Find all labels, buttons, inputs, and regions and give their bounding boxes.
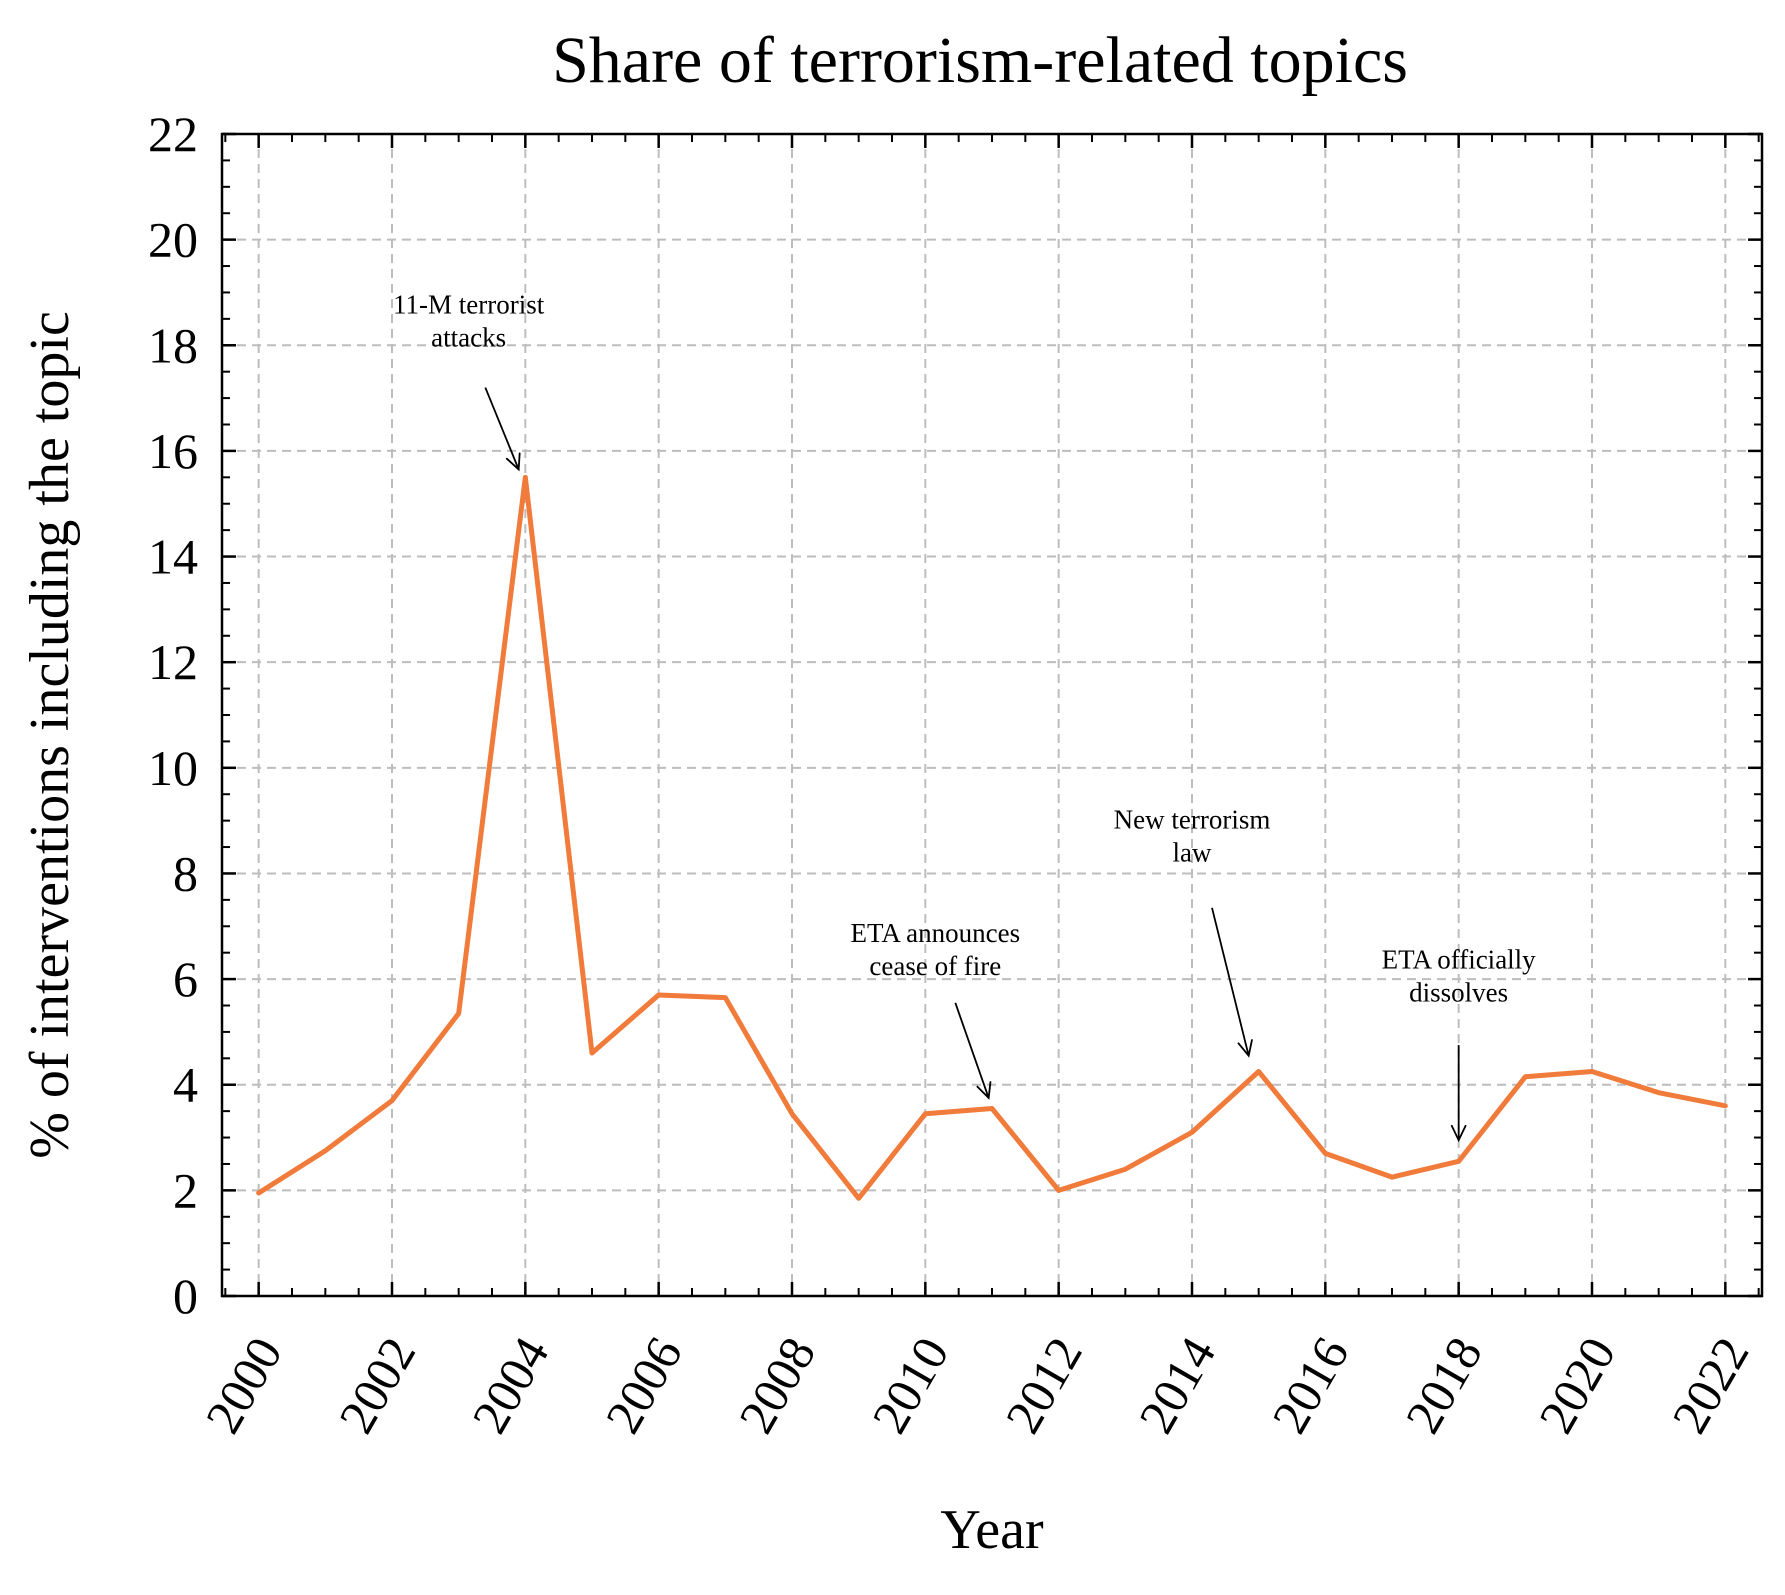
x-tick-label: 2008 bbox=[728, 1328, 826, 1443]
x-tick-label: 2002 bbox=[328, 1328, 426, 1443]
y-tick-label: 6 bbox=[173, 951, 198, 1007]
grid bbox=[222, 134, 1762, 1296]
x-tick-label: 2022 bbox=[1661, 1328, 1759, 1443]
series-layer bbox=[256, 474, 1728, 1201]
x-tick-label: 2012 bbox=[994, 1328, 1092, 1443]
x-tick-label: 2004 bbox=[461, 1328, 559, 1443]
y-tick-label: 16 bbox=[148, 423, 198, 479]
y-axis-label: % of interventions including the topic bbox=[19, 311, 81, 1159]
y-tick-labels: 0 2 4 6 8 10 12 14 16 18 20 22 bbox=[148, 106, 198, 1324]
x-tick-labels: 2000 2002 2004 2006 2008 2010 2012 2014 2016 2018… bbox=[194, 1328, 1759, 1443]
x-tick-label: 2020 bbox=[1528, 1328, 1626, 1443]
x-tick-label: 2018 bbox=[1394, 1328, 1492, 1443]
y-tick-label: 20 bbox=[148, 212, 198, 268]
annotation-line: ETA officially bbox=[1382, 945, 1537, 975]
series-line bbox=[256, 474, 1728, 1201]
y-tick-label: 12 bbox=[148, 634, 198, 690]
x-tick-label: 2006 bbox=[594, 1328, 692, 1443]
annotation-line: 11-M terrorist bbox=[393, 290, 545, 320]
annotation-line: dissolves bbox=[1409, 978, 1508, 1008]
annotation-arrowhead bbox=[1237, 1039, 1253, 1058]
annotation-arrowhead bbox=[976, 1081, 992, 1100]
x-tick-label: 2014 bbox=[1128, 1328, 1226, 1443]
annotation-line: New terrorism bbox=[1114, 805, 1271, 835]
annotation-label: ETA officially dissolves bbox=[1382, 945, 1537, 1008]
plot-frame bbox=[220, 132, 1764, 1298]
x-tick-label: 2000 bbox=[194, 1328, 292, 1443]
annotation-arrowhead bbox=[1450, 1124, 1467, 1143]
y-tick-label: 2 bbox=[173, 1162, 198, 1218]
annotation-line: attacks bbox=[431, 323, 506, 353]
annotation-label: New terrorism law bbox=[1114, 805, 1271, 868]
y-tick-label: 18 bbox=[148, 317, 198, 373]
annotation-arrow bbox=[484, 387, 520, 470]
y-tick-label: 0 bbox=[173, 1268, 198, 1324]
x-tick-label: 2010 bbox=[861, 1328, 959, 1443]
y-tick-label: 8 bbox=[173, 845, 198, 901]
annotation-arrowhead bbox=[505, 452, 521, 472]
x-axis-label: Year bbox=[940, 1499, 1044, 1561]
annotation-line: law bbox=[1173, 838, 1212, 868]
annotation-arrow bbox=[954, 1002, 990, 1099]
annotation-label: 11-M terrorist attacks bbox=[393, 290, 545, 353]
y-tick-label: 4 bbox=[173, 1057, 198, 1113]
x-tick-label: 2016 bbox=[1261, 1328, 1359, 1443]
annotations: 11-M terrorist attacks ETA announces cease … bbox=[393, 290, 1537, 1143]
annotation-arrow bbox=[1211, 907, 1250, 1056]
annotation-label: ETA announces cease of fire bbox=[851, 918, 1021, 981]
y-tick-label: 10 bbox=[148, 740, 198, 796]
chart-title: Share of terrorism-related topics bbox=[552, 24, 1408, 97]
annotation-line: cease of fire bbox=[869, 951, 1001, 981]
annotation-line: ETA announces bbox=[851, 918, 1021, 948]
y-tick-label: 22 bbox=[148, 106, 198, 162]
y-tick-label: 14 bbox=[148, 529, 198, 585]
